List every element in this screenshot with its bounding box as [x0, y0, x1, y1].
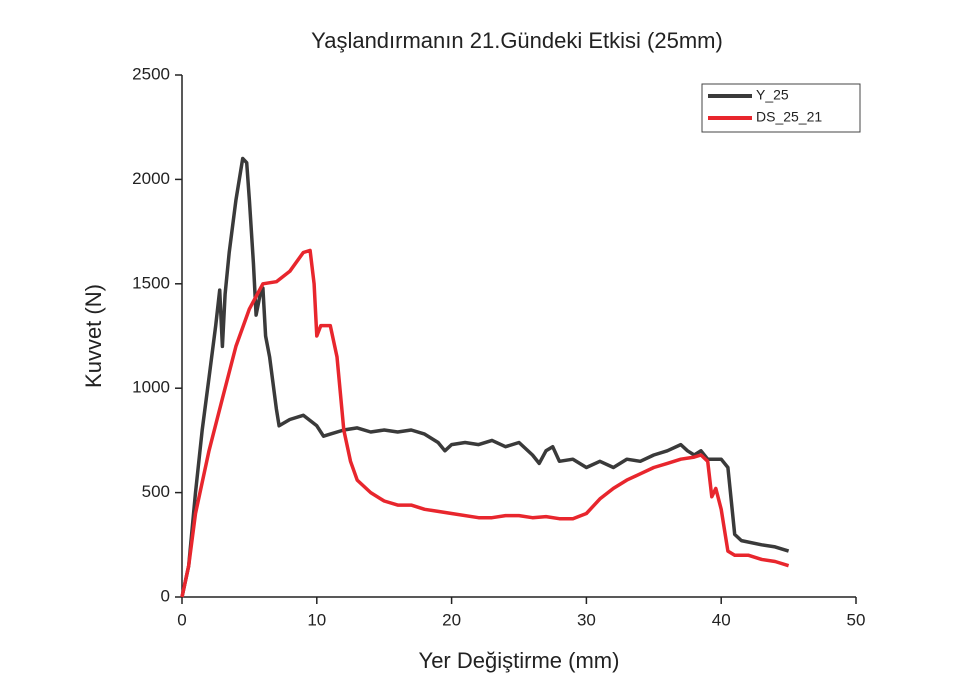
legend-text: Y_25	[756, 87, 789, 103]
y-tick-label: 2000	[132, 169, 170, 188]
x-tick-label: 40	[712, 610, 731, 629]
y-tick-label: 0	[161, 586, 170, 605]
x-tick-label: 30	[577, 610, 596, 629]
y-tick-label: 500	[142, 482, 170, 501]
legend-box	[701, 83, 861, 133]
x-tick-label: 50	[847, 610, 866, 629]
y-tick-label: 2500	[132, 64, 170, 83]
chart-title: Yaşlandırmanın 21.Gündeki Etkisi (25mm)	[311, 28, 723, 53]
series-line	[180, 248, 790, 598]
x-tick-label: 20	[442, 610, 461, 629]
y-axis-label: Kuvvet (N)	[81, 284, 106, 388]
y-tick-label: 1500	[132, 273, 170, 292]
series-line	[180, 156, 790, 598]
x-axis-label: Yer Değiştirme (mm)	[419, 648, 620, 673]
x-tick-label: 0	[177, 610, 186, 629]
x-tick-label: 10	[307, 610, 326, 629]
y-tick-label: 1000	[132, 378, 170, 397]
legend-text: DS_25_21	[756, 109, 822, 125]
